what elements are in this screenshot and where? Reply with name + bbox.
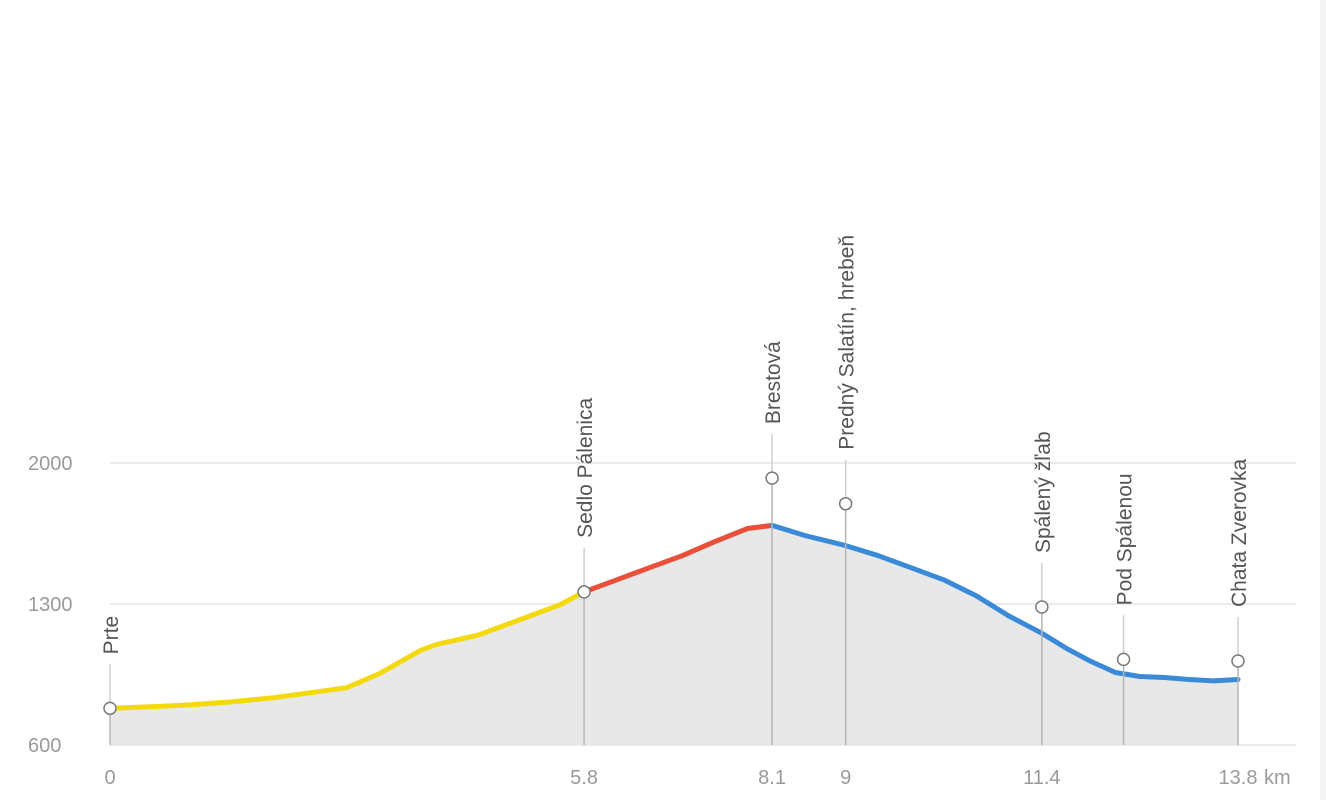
waypoint: Chata Zverovka — [1228, 458, 1251, 745]
x-tick-label: 13.8 — [1219, 767, 1258, 789]
waypoint: Prte — [100, 616, 123, 745]
waypoint: Spálený žľab — [1032, 431, 1055, 745]
waypoint-marker[interactable] — [765, 471, 779, 485]
waypoint-marker[interactable] — [1035, 600, 1049, 614]
waypoint-label: Brestová — [762, 341, 785, 424]
right-edge-shade — [1320, 0, 1326, 800]
waypoint-label: Prte — [100, 616, 123, 655]
waypoints: Prte Sedlo Pálenica Brestová Predný Salatín… — [100, 235, 1251, 745]
y-tick-label: 600 — [28, 735, 61, 757]
waypoint-marker[interactable] — [577, 585, 591, 599]
y-tick-label: 2000 — [28, 453, 73, 475]
y-tick-label: 1300 — [28, 594, 73, 616]
waypoint-label: Pod Spálenou — [1114, 473, 1137, 605]
waypoint: Pod Spálenou — [1114, 473, 1137, 745]
x-tick-label: 0 — [104, 767, 115, 789]
waypoint: Predný Salatín, hrebeň — [836, 235, 859, 745]
waypoint: Sedlo Pálenica — [574, 397, 597, 745]
profile-segment-2 — [581, 522, 775, 595]
waypoint: Brestová — [762, 341, 785, 745]
x-tick-label: 11.4 — [1023, 767, 1060, 789]
waypoint-label: Sedlo Pálenica — [574, 397, 597, 537]
elevation-area — [110, 525, 1238, 745]
x-axis-unit: km — [1264, 767, 1291, 789]
waypoint-label: Chata Zverovka — [1228, 458, 1251, 607]
axis-ticks: 600 1300 2000 0 5.8 8.1 9 11.4 13.8 km — [28, 453, 1291, 789]
x-tick-label: 5.8 — [570, 767, 598, 789]
x-tick-label: 8.1 — [758, 767, 786, 789]
waypoint-marker[interactable] — [1116, 652, 1131, 667]
x-tick-label: 9 — [840, 767, 851, 789]
waypoint-marker[interactable] — [838, 496, 853, 511]
waypoint-label: Predný Salatín, hrebeň — [836, 235, 859, 450]
waypoint-label: Spálený žľab — [1032, 431, 1055, 553]
waypoint-marker[interactable] — [103, 701, 117, 716]
profile-segment-1 — [107, 589, 587, 711]
waypoint-marker[interactable] — [1231, 654, 1245, 668]
